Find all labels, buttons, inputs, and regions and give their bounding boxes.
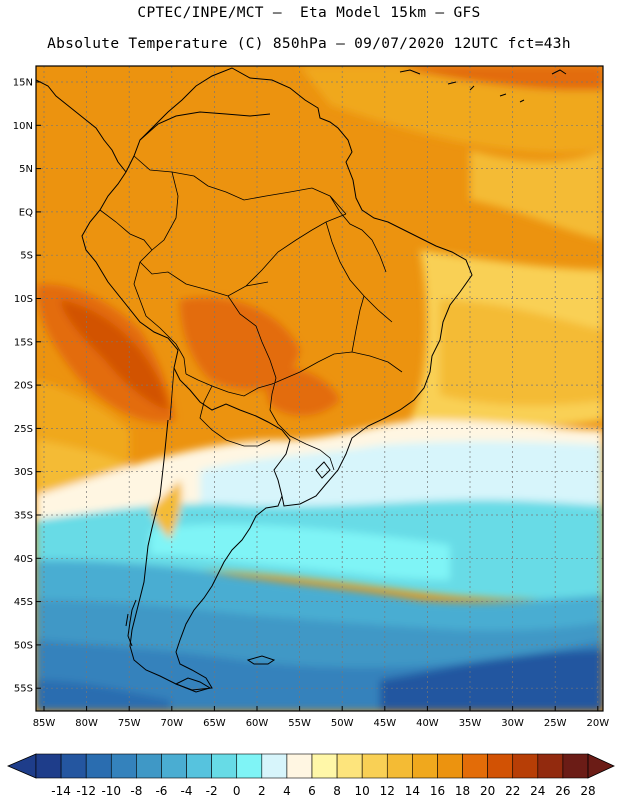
colorbar-label: 0 xyxy=(233,784,241,798)
colorbar-swatch xyxy=(336,753,363,779)
map-frame xyxy=(35,65,604,712)
lon-label: 50W xyxy=(331,718,354,729)
colorbar: -14 -12 -10 -8 -6 -4 -2 0 2 4 6 8 10 12 14 16 18 20 22 24 26… xyxy=(6,753,615,798)
colorbar-swatch xyxy=(412,753,438,779)
lon-label: 85W xyxy=(33,718,56,729)
lon-label: 75W xyxy=(118,718,141,729)
colorbar-label: -14 xyxy=(51,784,71,798)
colorbar-swatch xyxy=(386,753,413,779)
lat-label: 50S xyxy=(14,640,33,651)
lat-label: 55S xyxy=(14,684,33,695)
lon-label: 60W xyxy=(246,718,269,729)
colorbar-swatch xyxy=(110,753,137,779)
colorbar-label: 10 xyxy=(355,784,370,798)
map-title: CPTEC/INPE/MCT – Eta Model 15km – GFS xyxy=(137,5,481,21)
lat-label: 15S xyxy=(14,337,33,348)
colorbar-swatch xyxy=(60,753,87,779)
tierra-del-fuego xyxy=(174,677,212,693)
colorbar-swatch xyxy=(286,753,313,779)
colorbar-swatch xyxy=(437,753,463,779)
lagoa-dos-patos xyxy=(315,461,331,479)
colorbar-label: 18 xyxy=(455,784,470,798)
lat-label: EQ xyxy=(19,207,33,218)
colorbar-swatch xyxy=(487,753,514,779)
colorbar-label: 14 xyxy=(405,784,420,798)
colorbar-label: 6 xyxy=(308,784,316,798)
colorbar-label: 4 xyxy=(283,784,291,798)
caribbean-islands xyxy=(399,69,567,103)
temperature-field xyxy=(36,66,603,711)
colorbar-label: -6 xyxy=(155,784,167,798)
lat-label: 10S xyxy=(14,294,33,305)
coastlines xyxy=(36,67,567,693)
lon-label: 25W xyxy=(544,718,567,729)
lon-label: 35W xyxy=(459,718,482,729)
colorbar-label: -12 xyxy=(76,784,96,798)
colorbar-label: 16 xyxy=(430,784,445,798)
lat-label: 10N xyxy=(13,121,33,132)
colorbar-swatch xyxy=(311,753,338,779)
falklands xyxy=(246,655,276,665)
colorbar-swatch xyxy=(512,753,539,779)
lat-label: 20S xyxy=(14,381,33,392)
lon-label: 20W xyxy=(586,718,609,729)
lat-label: 30S xyxy=(14,467,33,478)
colorbar-swatch xyxy=(85,753,112,779)
longitude-labels: 85W 80W 75W 70W 65W 60W 55W 50W 45W 40W 35W 30W 25W 2… xyxy=(33,706,609,729)
colorbar-swatch xyxy=(261,753,288,779)
latitude-labels: 15N 10N 5N EQ 5S 10S 15S 20S 25S 30S 35S 40S 45S 50S 5… xyxy=(13,78,41,695)
colorbar-label: 8 xyxy=(333,784,341,798)
colorbar-swatch xyxy=(186,753,212,779)
colorbar-swatch xyxy=(236,753,263,779)
colorbar-label: -10 xyxy=(101,784,121,798)
colorbar-swatch xyxy=(35,753,62,779)
colorbar-label: 28 xyxy=(580,784,595,798)
colorbar-swatch xyxy=(136,753,162,779)
lat-label: 40S xyxy=(14,554,33,565)
lon-label: 45W xyxy=(373,718,396,729)
colorbar-label: 12 xyxy=(380,784,395,798)
lon-label: 30W xyxy=(501,718,524,729)
colorbar-swatch xyxy=(161,753,187,779)
colorbar-swatch xyxy=(537,753,564,779)
colorbar-swatch xyxy=(361,753,388,779)
caribbean-coast xyxy=(139,111,271,141)
colorbar-label: 24 xyxy=(530,784,545,798)
colorbar-label: 26 xyxy=(555,784,570,798)
colorbar-label: 22 xyxy=(505,784,520,798)
lon-label: 55W xyxy=(288,718,311,729)
lon-label: 70W xyxy=(160,718,183,729)
colorbar-label: -2 xyxy=(206,784,218,798)
lon-label: 40W xyxy=(416,718,439,729)
lat-label: 35S xyxy=(14,511,33,522)
colorbar-left-arrow xyxy=(6,753,37,779)
colorbar-swatch xyxy=(211,753,238,779)
colorbar-label: 2 xyxy=(258,784,266,798)
chile-islands xyxy=(125,599,137,647)
map-subtitle: Absolute Temperature (C) 850hPa – 09/07/… xyxy=(47,36,571,52)
colorbar-right-arrow xyxy=(587,753,615,779)
lon-label: 80W xyxy=(75,718,98,729)
central-america-coast xyxy=(36,79,127,173)
colorbar-swatch xyxy=(562,753,589,779)
southern-cone-coast xyxy=(129,419,283,691)
lat-label: 25S xyxy=(14,424,33,435)
lon-label: 65W xyxy=(203,718,226,729)
colorbar-swatch xyxy=(462,753,488,779)
lat-label: 5S xyxy=(20,251,33,262)
lat-label: 5N xyxy=(19,164,33,175)
country-borders xyxy=(99,155,403,471)
lat-label: 15N xyxy=(13,78,33,89)
lat-label: 45S xyxy=(14,597,33,608)
south-america-coast xyxy=(81,67,473,507)
colorbar-label: -8 xyxy=(130,784,142,798)
colorbar-label: 20 xyxy=(480,784,495,798)
colorbar-label: -4 xyxy=(181,784,193,798)
